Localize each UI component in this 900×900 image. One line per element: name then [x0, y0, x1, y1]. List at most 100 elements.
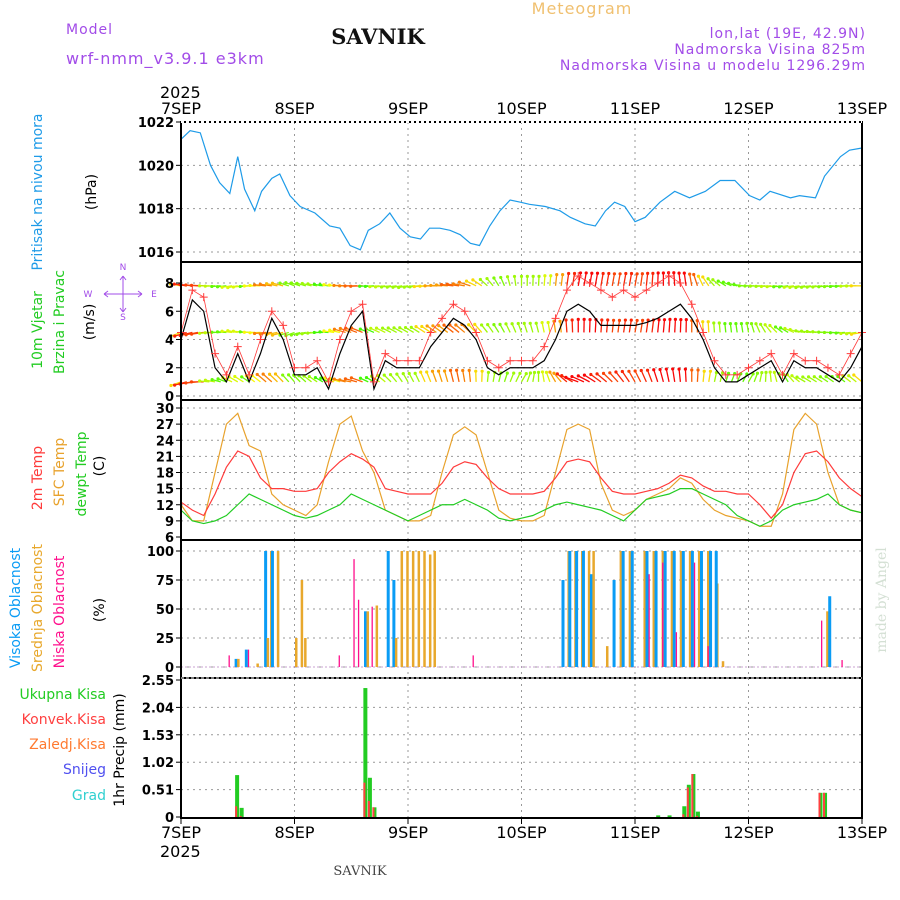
cloud-high-label: Visoka Oblacnost — [8, 547, 24, 668]
wind-arrow-head — [242, 284, 246, 288]
wind-arrow — [848, 375, 857, 383]
wind-arrow-head — [512, 371, 516, 375]
y-tick-label: 8 — [165, 277, 174, 292]
wind-arrow — [549, 275, 552, 286]
wind-arrow — [266, 331, 278, 336]
wind-arrow-head — [457, 280, 461, 284]
wind-arrow-head — [255, 372, 259, 377]
wind-arrow-head — [434, 283, 439, 287]
wind-arrow-head — [425, 324, 429, 328]
wind-arrow-head — [397, 285, 401, 290]
wind-arrow — [623, 273, 627, 286]
wind-arrow-head — [480, 369, 484, 373]
wind-arrow-head — [518, 371, 522, 375]
gust-marker — [381, 349, 390, 358]
legend-frozen: Zaledj.Kisa — [29, 737, 106, 753]
cloud-mid-bar — [423, 551, 426, 667]
cloud-high-bar — [392, 580, 396, 667]
gust-marker — [835, 370, 844, 379]
wind-arrow-head — [363, 284, 367, 289]
station-title: SAVNIK — [331, 24, 425, 49]
wind-arrow-head — [168, 282, 173, 286]
wind-arrow — [468, 324, 477, 333]
wind-arrow-head — [772, 285, 776, 289]
wind-arrow — [634, 370, 642, 383]
wind-arrow — [345, 378, 358, 383]
wind-arrow-head — [633, 369, 637, 373]
precip-total-bar — [667, 815, 672, 817]
wind-arrow-head — [555, 272, 559, 277]
y-tick-label: 75 — [156, 574, 174, 589]
y-tick-label: 0.51 — [142, 784, 174, 799]
wind-arrow — [853, 374, 863, 383]
wind-arrow — [541, 322, 545, 333]
cloud-mid-bar — [592, 551, 595, 667]
wind-arrow-head — [233, 374, 237, 379]
cloud-low-bar — [675, 632, 678, 667]
wind-arrow-head — [795, 375, 799, 379]
wind-arrow-head — [252, 283, 257, 287]
wind-arrow — [170, 331, 182, 337]
cloud-low-bar — [247, 649, 250, 667]
gust-marker — [267, 307, 276, 316]
wind-arrow-head — [656, 271, 660, 275]
precip-conv-bar — [818, 792, 821, 817]
gust-marker — [460, 307, 469, 316]
gust-marker — [687, 300, 696, 309]
precip-total-bar — [682, 806, 687, 817]
wind-arrow-head — [772, 370, 776, 375]
wind-arrow-head — [847, 374, 851, 378]
wind-arrow-head — [486, 370, 491, 375]
wind-arrow-head — [504, 322, 508, 326]
wind-arrow — [547, 322, 551, 333]
wind-arrow-head — [407, 371, 411, 376]
wind-arrow — [707, 321, 710, 333]
precip-total-bar — [235, 775, 240, 817]
gust-marker — [415, 356, 424, 365]
wind-arrow-head — [683, 367, 688, 371]
wind-arrow-head — [617, 318, 622, 322]
gust-marker — [245, 370, 254, 379]
cloud-mid-bar — [237, 658, 240, 667]
model-altitude: Nadmorska Visina u modelu 1296.29m — [560, 58, 866, 74]
wind-arrow-head — [322, 329, 326, 333]
wind-arrow-head — [777, 285, 781, 289]
gust-marker — [506, 356, 515, 365]
precip-conv-bar — [691, 774, 694, 817]
dew-label: dewpt Temp — [74, 431, 90, 516]
x-tick-label-bottom: 12SEP — [723, 823, 774, 842]
cloud-mid-bar — [707, 551, 710, 667]
cloud-low-bar — [821, 620, 823, 667]
cloud-high-bar — [244, 649, 248, 667]
gust-marker — [823, 363, 832, 372]
y-tick-label: 4 — [165, 334, 174, 349]
wind-arrow-head — [349, 376, 354, 380]
cloud-high-bar — [828, 596, 832, 667]
cloud-unit: (%) — [92, 598, 108, 622]
wind-arrow-head — [748, 284, 752, 288]
credit: made by Angel — [874, 547, 890, 653]
wind-arrow-head — [220, 329, 224, 333]
wind-arrow-head — [608, 371, 612, 375]
gust-marker — [483, 356, 492, 365]
wind-arrow-head — [343, 284, 347, 288]
cloud-mid-bar — [406, 551, 409, 667]
wind-arrow-head — [677, 367, 681, 371]
precip-total-bar — [695, 811, 700, 817]
wind-arrow-head — [273, 372, 278, 376]
y-tick-label: 6 — [165, 305, 174, 320]
gust-marker — [789, 349, 798, 358]
wind-arrow-head — [822, 285, 827, 289]
wind-arrow-head — [799, 329, 804, 333]
wind-arrow-head — [474, 369, 478, 373]
year-top: 2025 — [160, 83, 201, 102]
wind-arrow-head — [454, 323, 458, 327]
legend-snow: Snijeg — [63, 762, 106, 778]
precip-conv-bar — [239, 815, 242, 817]
cloud-high-bar — [681, 551, 685, 667]
wind-arrow-head — [768, 370, 772, 374]
cloud-low-bar — [338, 655, 340, 667]
wind-arrow-head — [817, 285, 821, 289]
cloud-high-bar — [630, 551, 634, 667]
wind-arrow-head — [312, 330, 316, 335]
